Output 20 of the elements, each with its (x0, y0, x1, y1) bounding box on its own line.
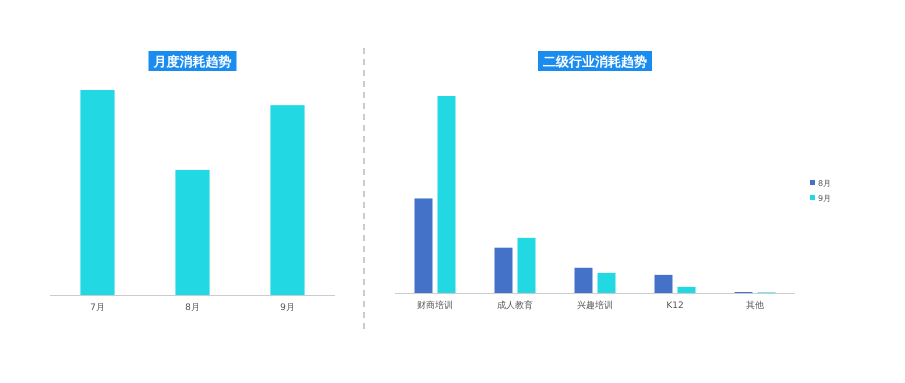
bar (654, 274, 672, 293)
chart-title: 月度消耗趋势 (152, 54, 232, 70)
x-tick-label: 8月 (185, 303, 200, 313)
x-tick-label: 财商培训 (417, 300, 453, 311)
bar (598, 272, 616, 293)
bar (494, 248, 512, 293)
x-tick-label: 其他 (746, 300, 764, 311)
x-tick-label: K12 (666, 301, 684, 311)
legend-label: 9月 (818, 194, 832, 203)
bar (574, 268, 592, 293)
bar (438, 96, 456, 293)
x-tick-label: 成人教育 (497, 300, 533, 311)
x-tick-label: 兴趣培训 (577, 300, 613, 311)
bar (518, 238, 536, 293)
bar (414, 198, 432, 293)
x-tick-label: 9月 (280, 303, 295, 313)
legend-label: 8月 (818, 179, 832, 188)
chart-title: 二级行业消耗趋势 (543, 54, 647, 70)
bar (678, 286, 696, 293)
x-tick-label: 7月 (90, 303, 105, 313)
